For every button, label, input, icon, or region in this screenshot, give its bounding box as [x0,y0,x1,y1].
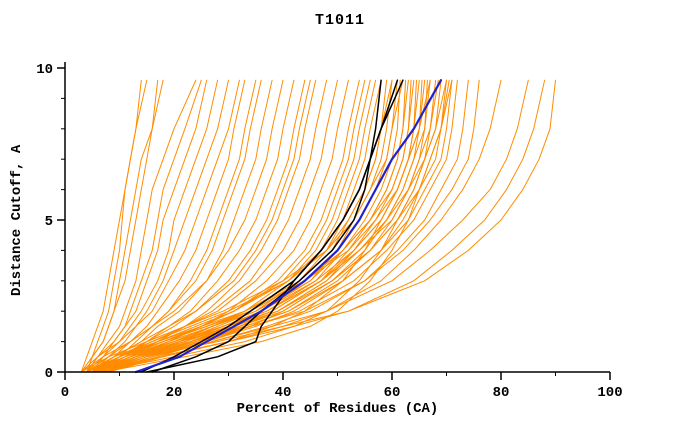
curve-model-59 [91,79,431,373]
curve-reference-model [134,79,443,374]
x-tick-label: 20 [166,385,183,401]
curve-model-02 [80,79,159,373]
y-tick-label: 10 [36,62,53,78]
curve-model-38 [86,79,415,373]
curve-model-58 [97,79,447,373]
x-axis-label: Percent of Residues (CA) [236,401,439,417]
curve-selected-model-2 [146,79,399,373]
curve-model-05 [86,79,197,373]
curve-model-06 [91,79,202,373]
curve-model-11 [91,79,246,373]
curve-model-09 [91,79,229,373]
curve-model-15 [80,79,284,373]
curve-model-03 [80,79,148,373]
curve-model-56 [102,79,546,373]
x-tick-label: 40 [275,385,292,401]
curve-model-08 [80,79,219,373]
curve-model-50 [91,79,453,373]
chart-title: T1011 [314,12,365,29]
curve-model-17 [91,79,306,373]
x-tick-label: 60 [384,385,401,401]
x-tick-label: 100 [597,385,622,401]
curve-model-18 [86,79,311,373]
curve-model-34 [80,79,404,373]
y-tick-label: 5 [45,214,53,230]
curve-model-32 [97,79,398,373]
curve-model-07 [86,79,208,373]
curve-selected-model-3 [151,79,382,373]
curve-model-04 [86,79,164,373]
curve-model-53 [91,79,480,373]
curve-model-01 [86,79,142,373]
x-tick-label: 80 [493,385,510,401]
y-tick-label: 0 [45,366,53,382]
x-tick-label: 0 [61,385,69,401]
curve-model-57 [91,79,556,373]
curve-model-10 [86,79,240,373]
curve-model-46 [86,79,439,373]
curve-model-20 [91,79,328,373]
curve-model-12 [97,79,257,373]
